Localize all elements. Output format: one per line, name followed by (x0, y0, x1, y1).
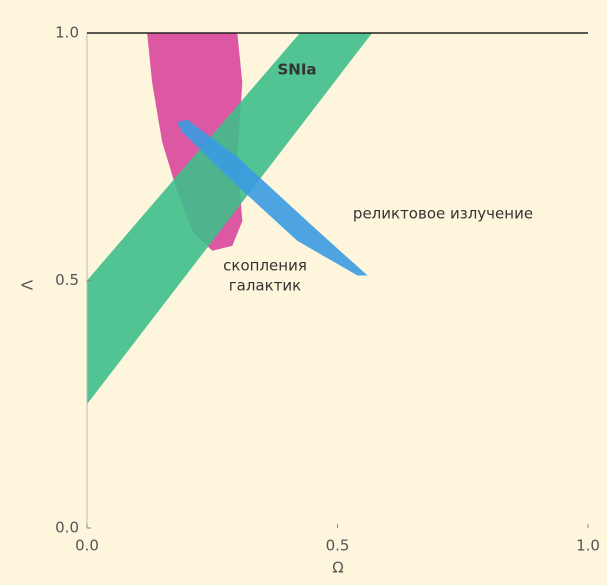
y-axis-label: Λ (19, 279, 37, 290)
annotation: реликтовое излучение (353, 205, 533, 223)
x-axis-label: Ω (332, 559, 343, 577)
x-tick-label: 0.0 (75, 537, 99, 555)
annotation: галактик (229, 277, 301, 295)
y-tick-label: 0.0 (55, 519, 79, 537)
x-tick-label: 0.5 (326, 537, 350, 555)
annotation: скопления (223, 257, 307, 275)
x-tick-label: 1.0 (576, 537, 600, 555)
y-tick-label: 0.5 (55, 271, 79, 289)
annotation: SNIa (277, 61, 316, 79)
region (87, 33, 373, 405)
y-tick-label: 1.0 (55, 24, 79, 42)
region (177, 119, 368, 276)
